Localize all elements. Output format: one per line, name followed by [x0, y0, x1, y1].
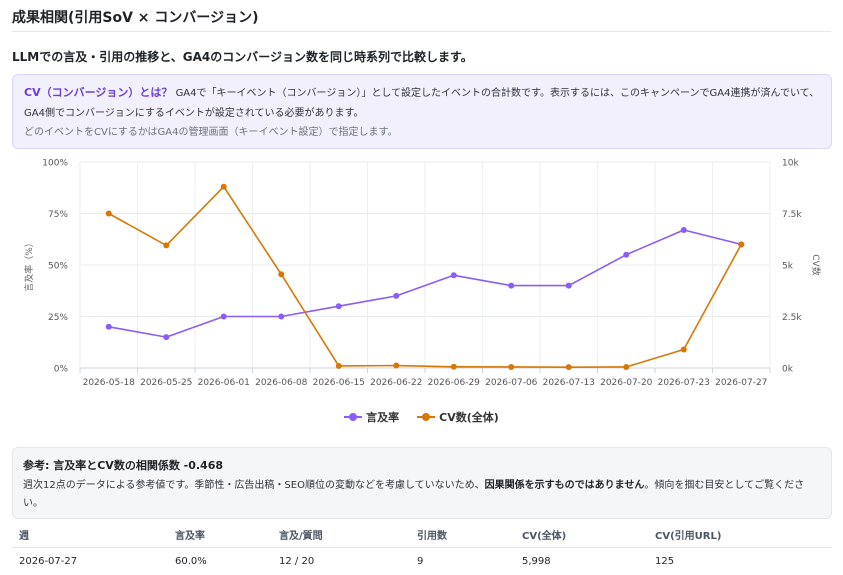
y-tick-label: 25% — [48, 313, 68, 323]
data-point-cv-total — [680, 346, 687, 353]
cell-mentions-per-question: 12 / 20 — [279, 555, 315, 567]
cv-info-box: CV（コンバージョン）とは？ GA4で「キーイベント（コンバージョン）」として設… — [12, 74, 832, 149]
x-tick-label: 2026-06-08 — [255, 378, 308, 388]
cell-week: 2026-07-27 — [19, 555, 78, 567]
y2-tick-label: 0k — [782, 365, 794, 375]
data-point-cv-total — [163, 242, 170, 249]
data-point-mention-rate — [508, 282, 515, 289]
y-tick-label: 75% — [48, 210, 68, 220]
data-point-cv-total — [393, 362, 400, 369]
lead-text: LLMでの言及・引用の推移と、GA4のコンバージョン数を同じ時系列で比較します。 — [12, 50, 473, 64]
data-point-cv-total — [738, 241, 745, 248]
data-point-cv-total — [335, 362, 342, 369]
table-header-citations[interactable]: 引用数 — [417, 531, 447, 542]
x-tick-label: 2026-05-25 — [140, 378, 192, 388]
chart-legend[interactable]: 言及率 CV数(全体) — [0, 409, 843, 425]
x-tick-label: 2026-06-29 — [428, 378, 481, 388]
x-tick-label: 2026-06-15 — [313, 378, 365, 388]
x-tick-label: 2026-05-18 — [83, 378, 136, 388]
table-header-mentions-per-question[interactable]: 言及/質問 — [279, 531, 323, 542]
data-point-cv-total — [450, 363, 457, 370]
data-point-mention-rate — [393, 292, 400, 299]
data-point-mention-rate — [450, 272, 457, 279]
y2-tick-label: 7.5k — [782, 210, 802, 220]
x-tick-label: 2026-07-23 — [658, 378, 710, 388]
cv-info-text: GA4で「キーイベント（コンバージョン）」として設定したイベントの合計数です。表… — [175, 88, 820, 99]
legend-swatch-cv-total — [417, 412, 436, 422]
sov-cv-line-chart: 0% 0k 25% 2.5k 50% 5k 75% 7.5k 100% 10k 2026-05-18… — [23, 159, 822, 389]
weekly-table: 週 言及率 言及/質問 引用数 CV(全体) CV(引用URL) 2026-07… — [12, 522, 832, 574]
data-point-mention-rate — [623, 251, 630, 258]
y-tick-label: 0% — [54, 365, 69, 375]
legend-label-mention-rate: 言及率 — [366, 411, 400, 424]
cell-cv-total: 5,998 — [522, 555, 551, 567]
table-header-cv-total[interactable]: CV(全体) — [522, 531, 567, 542]
table-header-cv-cited-url[interactable]: CV(引用URL) — [655, 531, 722, 542]
data-point-cv-total — [220, 183, 227, 190]
x-tick-label: 2026-07-13 — [543, 378, 595, 388]
x-tick-label: 2026-06-01 — [198, 378, 250, 388]
cv-info-note: どのイベントをCVにするかはGA4の管理画面（キーイベント設定）で指定します。 — [24, 127, 398, 138]
table-header-mention-rate[interactable]: 言及率 — [175, 531, 205, 542]
data-point-cv-total — [623, 363, 630, 370]
y2-tick-label: 5k — [782, 262, 794, 272]
data-point-mention-rate — [680, 226, 687, 233]
data-point-cv-total — [508, 363, 515, 370]
data-point-mention-rate — [278, 313, 285, 320]
y-tick-label: 50% — [48, 262, 68, 272]
table-header-row: 週 言及率 言及/質問 引用数 CV(全体) CV(引用URL) — [12, 522, 832, 548]
legend-swatch-mention-rate — [344, 412, 363, 422]
legend-label-cv-total: CV数(全体) — [439, 411, 499, 424]
correlation-text: 週次12点のデータによる参考値です。季節性・広告出稿・SEO順位の変動などを考慮… — [23, 480, 805, 509]
legend-item-mention-rate[interactable]: 言及率 — [344, 409, 399, 425]
data-point-mention-rate — [105, 323, 112, 330]
cv-info-text-2: GA4側でコンバージョンにするイベントが設定されている必要があります。 — [24, 108, 364, 119]
data-point-mention-rate — [163, 334, 170, 341]
legend-item-cv-total[interactable]: CV数(全体) — [417, 409, 499, 425]
series-line-mention-rate — [108, 229, 742, 338]
table-header-week[interactable]: 週 — [19, 531, 29, 542]
data-point-cv-total — [105, 210, 112, 217]
data-point-mention-rate — [335, 303, 342, 310]
correlation-title: 参考: 言及率とCV数の相関係数 -0.468 — [23, 459, 224, 472]
x-tick-label: 2026-06-22 — [370, 378, 422, 388]
cell-mention-rate: 60.0% — [175, 555, 207, 567]
correlation-note-box: 参考: 言及率とCV数の相関係数 -0.468 週次12点のデータによる参考値で… — [12, 447, 832, 519]
series-line-cv-total — [108, 185, 742, 368]
data-point-mention-rate — [565, 282, 572, 289]
data-point-cv-total — [565, 364, 572, 371]
x-tick-label: 2026-07-27 — [715, 378, 767, 388]
y2-tick-label: 2.5k — [782, 313, 802, 323]
data-point-cv-total — [278, 271, 285, 278]
correlation-emphasis: 因果関係を示すものではありません — [484, 480, 645, 491]
y2-axis-title: CV数 — [810, 254, 822, 275]
header-divider — [12, 31, 831, 32]
x-tick-label: 2026-07-06 — [485, 378, 538, 388]
cell-citations: 9 — [417, 555, 424, 567]
y-axis-title: 言及率（%） — [23, 238, 35, 292]
table-row: 2026-07-27 60.0% 12 / 20 9 5,998 125 — [12, 548, 832, 574]
x-tick-label: 2026-07-20 — [600, 378, 653, 388]
page-title: 成果相関(引用SoV × コンバージョン) — [12, 10, 259, 26]
cell-cv-cited-url: 125 — [655, 555, 675, 567]
data-point-mention-rate — [220, 313, 227, 320]
y-tick-label: 100% — [42, 159, 68, 169]
y2-tick-label: 10k — [782, 159, 799, 169]
cv-info-title: CV（コンバージョン）とは？ — [24, 86, 173, 99]
